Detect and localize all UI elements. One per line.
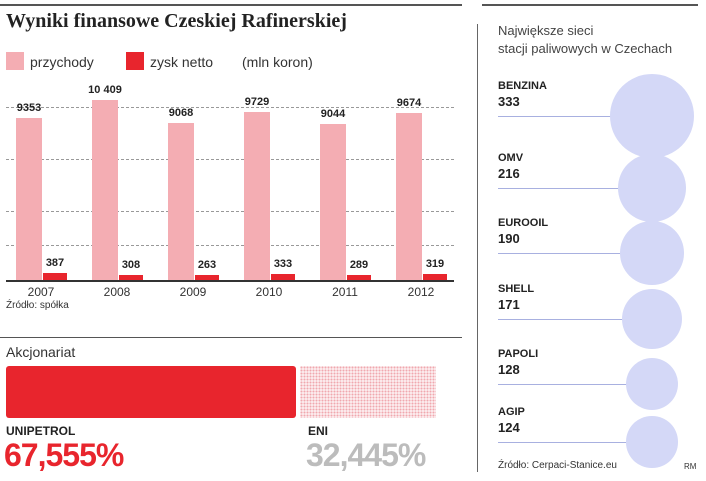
label-net-profit-2012: 319 [425,258,445,271]
station-value-eurooil: 190 [498,231,520,246]
chart-title: Wyniki finansowe Czeskiej Rafinerskiej [6,10,347,32]
chart-baseline [6,280,454,282]
station-value-shell: 171 [498,297,520,312]
station-name-omv: OMV [498,152,524,164]
label-revenue-2012: 9674 [396,96,422,109]
legend-label-revenue: przychody [30,54,94,70]
station-line-eurooil [498,253,652,254]
station-line-shell [498,319,652,320]
station-bubble-eurooil [620,221,684,285]
legend-label-net-profit: zysk netto [150,54,214,70]
label-net-profit-2007: 387 [45,257,65,270]
tick-label-2012: 2012 [407,285,435,299]
label-net-profit-2011: 289 [349,259,369,271]
top-rule [0,4,462,6]
station-value-omv: 216 [498,166,520,181]
bar-net-profit-2011 [347,275,371,280]
label-revenue-2011: 9044 [320,107,346,120]
credit: RM [684,462,697,471]
gridline [6,107,454,109]
source-right: Źródło: Cerpaci-Stanice.eu [498,460,617,471]
bar-net-profit-2012 [423,274,447,280]
label-revenue-2010: 9729 [244,95,270,108]
station-bubble-shell [621,288,683,350]
label-net-profit-2010: 333 [273,258,293,271]
unipetrol-percent: 67,555% [4,437,124,473]
station-bubble-benzina [610,74,694,158]
source-left: Źródło: spółka [6,300,69,311]
label-net-profit-2009: 263 [197,259,217,272]
tick-label-2007: 2007 [27,285,55,299]
bar-revenue-2010 [244,111,270,280]
gridline [6,245,454,246]
tick-label-2010: 2010 [255,285,283,299]
bar-revenue-2008 [92,100,118,280]
eni-name: ENI [308,424,329,438]
bar-net-profit-2008 [119,274,143,280]
stations-title-line1: Największe sieci [498,23,594,38]
station-bubble-papoli [625,357,679,411]
station-value-agip: 124 [498,420,520,435]
label-revenue-2009: 9068 [168,107,194,120]
share-bar-unipetrol [6,366,296,418]
gridline [6,210,454,212]
unipetrol-name: UNIPETROL [6,424,76,438]
label-net-profit-2008: 308 [121,258,141,271]
bar-net-profit-2007 [43,273,67,280]
shareholders-label: Akcjonariat [6,344,76,360]
label-revenue-2007: 9353 [16,102,42,115]
shareholders-rule [0,337,462,338]
tick-label-2008: 2008 [103,285,131,299]
station-name-shell: SHELL [498,283,535,295]
column-divider [477,24,478,472]
bar-revenue-2011 [320,123,346,280]
financial-results-chart: 9353 387 2007 10 409 308 2008 9068 263 2009 9729 3… [0,0,462,300]
station-value-benzina: 333 [498,94,520,109]
legend-swatch-net-profit [126,52,144,70]
station-line-agip [498,442,652,443]
label-revenue-2008: 10 409 [88,84,122,97]
right-top-rule [482,4,698,6]
bar-revenue-2009 [168,123,194,280]
station-name-eurooil: EUROOIL [498,217,549,229]
station-value-papoli: 128 [498,362,520,377]
tick-label-2009: 2009 [179,285,207,299]
station-name-papoli: PAPOLI [498,348,539,360]
gridline [6,159,454,161]
bar-net-profit-2009 [195,275,219,280]
share-bar-eni [300,366,436,418]
eni-percent: 32,445% [306,437,426,473]
station-bubble-agip [626,416,678,468]
station-name-benzina: BENZINA [498,80,547,92]
bar-revenue-2007 [16,118,42,280]
bar-net-profit-2010 [271,274,295,280]
stations-title-line2: stacji paliwowych w Czechach [498,41,673,56]
station-line-benzina [498,116,652,117]
station-name-agip: AGIP [498,406,525,418]
legend-unit: (mln koron) [242,54,313,70]
bar-revenue-2012 [396,112,422,280]
legend-swatch-revenue [6,52,24,70]
station-line-omv [498,188,652,189]
station-bubble-omv [618,154,686,222]
station-line-papoli [498,384,652,385]
tick-label-2011: 2011 [332,285,358,299]
